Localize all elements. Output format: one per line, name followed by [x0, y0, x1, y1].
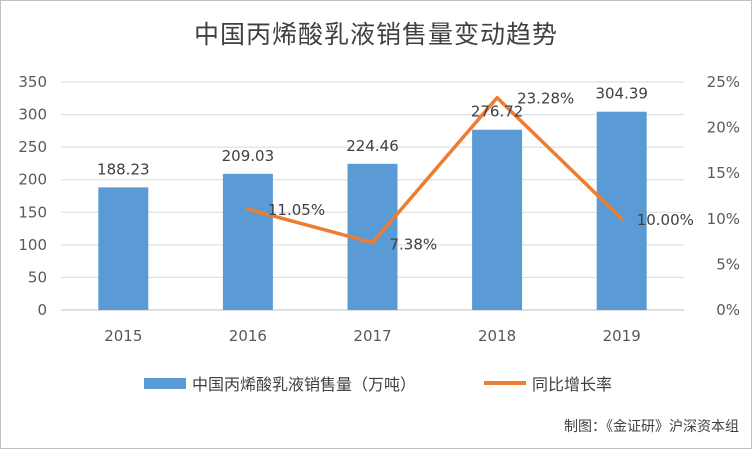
x-tick-label: 2017: [353, 327, 391, 345]
y-left-tick-label: 0: [37, 301, 47, 319]
line-data-label: 7.38%: [390, 236, 438, 254]
chart-legend: 中国丙烯酸乳液销售量（万吨） 同比增长率: [1, 371, 751, 395]
x-tick-label: 2018: [478, 327, 516, 345]
growth-line: [246, 95, 624, 245]
y-left-tick-label: 250: [18, 138, 47, 156]
x-tick-label: 2016: [229, 327, 267, 345]
y-right-tick-label: 20%: [707, 119, 740, 137]
legend-item-growth: 同比增长率: [484, 371, 612, 395]
y-left-tick-label: 50: [28, 268, 47, 286]
bar: [222, 173, 273, 310]
x-tick-label: 2019: [603, 327, 641, 345]
line-data-label: 11.05%: [268, 201, 325, 219]
bar-data-label: 224.46: [346, 137, 399, 155]
bar-data-label: 276.72: [471, 103, 524, 121]
legend-swatch-bar: [144, 377, 186, 389]
bar: [596, 111, 647, 310]
line-data-label: 10.00%: [637, 211, 694, 229]
y-right-tick-label: 25%: [707, 73, 740, 91]
legend-swatch-line: [484, 381, 526, 385]
chart-canvas: 0 50 100 150 200 250 300 350 0% 5% 10% 15% 20% 25% 201…: [18, 73, 740, 345]
y-right-tick-label: 10%: [707, 210, 740, 228]
y-left-tick-label: 150: [18, 203, 47, 221]
y-right-tick-label: 15%: [707, 164, 740, 182]
bar-data-label: 304.39: [595, 85, 648, 103]
bar-data-label: 209.03: [222, 147, 275, 165]
bar: [98, 187, 149, 310]
y-left-tick-label: 300: [18, 106, 47, 124]
legend-label-sales: 中国丙烯酸乳液销售量（万吨）: [192, 375, 417, 394]
y-right-tick-label: 0%: [716, 301, 740, 319]
chart-title: 中国丙烯酸乳液销售量变动趋势: [193, 20, 558, 49]
bar: [472, 129, 523, 310]
line-data-label: 23.28%: [517, 90, 574, 108]
source-note: 制图：《金证研》沪深资本组: [564, 419, 739, 435]
y-left-tick-label: 200: [18, 171, 47, 189]
bar-data-label: 188.23: [97, 160, 150, 178]
y-left-tick-label: 100: [18, 236, 47, 254]
y-right-tick-label: 5%: [716, 255, 740, 273]
legend-label-growth: 同比增长率: [532, 375, 613, 394]
legend-item-sales: 中国丙烯酸乳液销售量（万吨）: [144, 371, 416, 395]
x-tick-label: 2015: [104, 327, 142, 345]
y-left-tick-label: 350: [18, 73, 47, 91]
